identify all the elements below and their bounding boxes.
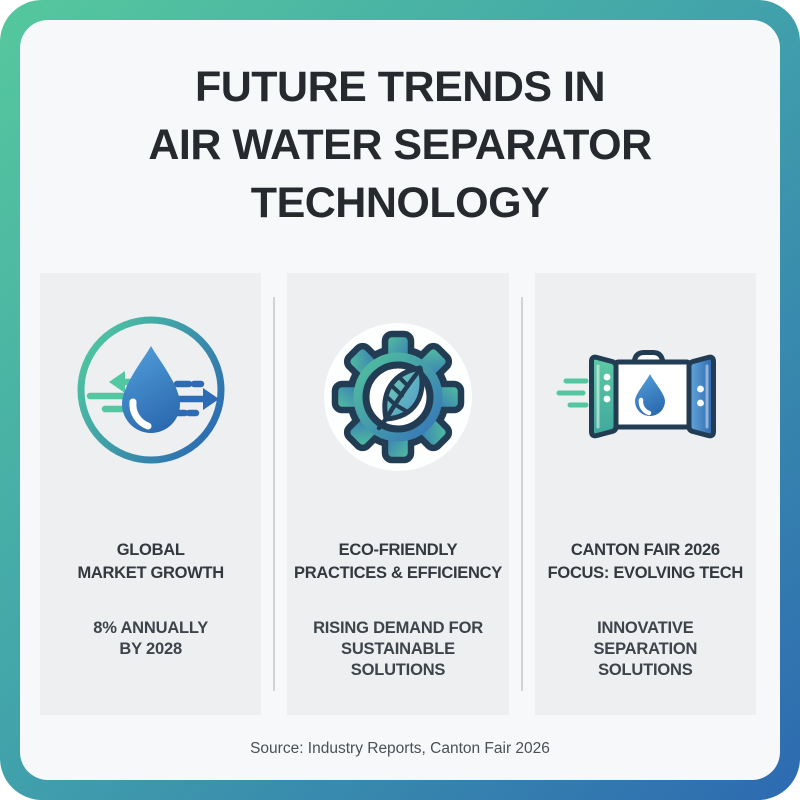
column-canton-fair: CANTON FAIR 2026 FOCUS: EVOLVING TECH IN… <box>534 273 756 715</box>
column-market-growth: GLOBAL MARKET GROWTH 8% ANNUALLY BY 2028 <box>40 273 262 715</box>
source-caption: Source: Industry Reports, Canton Fair 20… <box>250 740 550 757</box>
eco-gear-icon <box>323 322 473 477</box>
columns-row: GLOBAL MARKET GROWTH 8% ANNUALLY BY 2028 <box>40 273 756 715</box>
column-detail: 8% ANNUALLY BY 2028 <box>93 619 209 658</box>
column-divider <box>261 273 287 715</box>
column-heading: GLOBAL MARKET GROWTH <box>77 541 224 582</box>
column-divider <box>509 273 535 715</box>
column-heading: ECO-FRIENDLY PRACTICES & EFFICIENCY <box>294 541 502 582</box>
icon-area <box>323 309 473 489</box>
column-heading: CANTON FAIR 2026 FOCUS: EVOLVING TECH <box>547 541 744 582</box>
droplet-flow-icon <box>77 316 225 469</box>
separator-device-icon <box>556 349 721 449</box>
icon-area <box>556 309 721 489</box>
page-title: FUTURE TRENDS IN AIR WATER SEPARATOR TEC… <box>148 63 652 227</box>
leaf-glyph <box>376 365 425 430</box>
column-eco-friendly: ECO-FRIENDLY PRACTICES & EFFICIENCY RISI… <box>287 273 509 715</box>
column-detail: RISING DEMAND FOR SUSTAINABLE SOLUTIONS <box>313 619 483 679</box>
column-detail: INNOVATIVE SEPARATION SOLUTIONS <box>593 619 698 679</box>
card-inner: FUTURE TRENDS IN AIR WATER SEPARATOR TEC… <box>20 20 780 780</box>
icon-area <box>77 309 225 489</box>
